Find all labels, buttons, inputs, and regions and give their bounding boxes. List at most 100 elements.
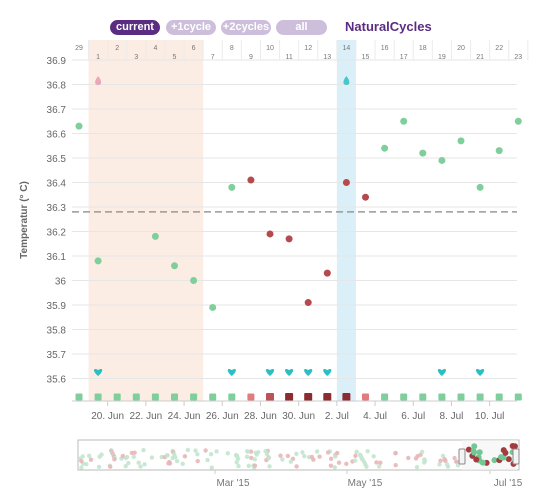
day-number-label: 15 — [362, 54, 370, 61]
day-marker — [285, 393, 294, 401]
heart-icon — [265, 368, 275, 376]
day-number-label: 22 — [495, 45, 503, 52]
navigator-point — [294, 451, 299, 457]
navigator-point — [141, 447, 146, 453]
day-number-label: 20 — [457, 45, 465, 52]
temperature-point — [171, 262, 178, 270]
navigator-point — [440, 453, 446, 459]
range-all-button[interactable]: all — [276, 20, 327, 35]
navigator-point — [414, 464, 420, 470]
navigator-point — [335, 450, 340, 456]
navigator-point — [225, 451, 231, 456]
day-number-label: 21 — [476, 54, 484, 61]
brand-title: NaturalCycles — [345, 19, 432, 34]
heart-icon — [323, 368, 332, 376]
day-number-label: 2 — [115, 45, 119, 52]
navigator-point — [280, 457, 285, 462]
y-tick-label: 36.4 — [47, 179, 67, 190]
navigator-point — [249, 455, 254, 461]
navigator-point — [344, 461, 349, 466]
navigator-active-point — [476, 449, 483, 456]
x-date-label: 10. Jul — [475, 411, 504, 422]
navigator-point — [246, 463, 251, 469]
navigator-point — [393, 462, 398, 468]
y-axis-label: Temperatur (° C) — [19, 181, 30, 259]
navigator-point — [378, 460, 383, 465]
range-1cycle-button[interactable]: +1cycle — [166, 20, 216, 35]
day-marker — [228, 393, 236, 401]
top-toolbar: current +1cycle +2cycles all NaturalCycl… — [0, 0, 540, 40]
y-tick-label: 36.3 — [47, 203, 67, 214]
temperature-point — [190, 277, 198, 284]
navigator-point — [180, 461, 185, 466]
day-marker — [400, 393, 408, 401]
y-tick-label: 35.6 — [47, 375, 67, 386]
navigator-point — [193, 448, 198, 453]
navigator-point — [248, 449, 254, 454]
heart-icon — [437, 368, 447, 376]
navigator-point — [294, 464, 299, 469]
navigator-point — [374, 460, 379, 465]
navigator-point — [195, 452, 200, 457]
navigator-point — [172, 452, 177, 457]
navigator-point — [360, 457, 365, 462]
navigator-point — [254, 452, 259, 457]
navigator-month-label: Mar '15 — [216, 478, 249, 489]
day-number-label: 18 — [419, 45, 427, 52]
navigator-point — [205, 457, 210, 463]
navigator-point — [452, 455, 457, 461]
navigator-point — [182, 454, 188, 459]
temperature-point — [419, 149, 427, 157]
navigator-point — [131, 454, 136, 459]
navigator-point — [454, 459, 459, 465]
range-2cycles-button[interactable]: +2cycles — [221, 20, 271, 35]
navigator-active-point — [473, 456, 480, 463]
navigator-active-point — [491, 457, 498, 464]
temperature-point — [457, 137, 465, 145]
day-marker — [266, 393, 274, 401]
navigator-point — [393, 451, 398, 456]
x-date-label: 2. Jul — [325, 411, 349, 422]
period-band — [88, 40, 204, 401]
temperature-point — [342, 179, 350, 186]
navigator-point — [264, 451, 270, 457]
navigator-point — [285, 453, 291, 459]
navigator-point — [419, 449, 425, 455]
navigator-point — [96, 464, 102, 470]
temperature-point — [362, 193, 369, 201]
y-tick-label: 35.7 — [47, 350, 67, 361]
navigator-point — [353, 453, 358, 458]
navigator-active-point — [505, 456, 512, 463]
navigator-point — [79, 465, 84, 470]
navigator-active-point — [500, 447, 507, 454]
navigator-point — [214, 449, 219, 454]
navigator-point — [236, 463, 241, 469]
x-date-label: 26. Jun — [206, 411, 239, 422]
x-date-label: 28. Jun — [244, 411, 277, 422]
heart-icon — [284, 368, 294, 376]
navigator-point — [209, 465, 214, 470]
heart-icon — [475, 368, 485, 376]
navigator-point — [136, 460, 141, 465]
navigator-point — [112, 457, 117, 462]
navigator-point — [185, 447, 191, 453]
navigator-point — [126, 460, 131, 466]
navigator-handle — [512, 448, 520, 465]
navigator-month-label: Jul '15 — [494, 478, 523, 489]
day-number-label: 10 — [266, 45, 274, 52]
navigator-point — [422, 460, 427, 465]
navigator-point — [252, 457, 258, 462]
y-tick-label: 36.8 — [47, 81, 67, 92]
navigator-point — [364, 464, 369, 469]
day-number-label: 7 — [211, 54, 215, 61]
navigator-point — [333, 454, 338, 459]
day-marker — [323, 393, 332, 401]
range-current-button[interactable]: current — [110, 20, 160, 35]
day-number-label: 17 — [400, 54, 408, 61]
x-date-label: 6. Jul — [401, 411, 425, 422]
day-number-label: 19 — [438, 54, 446, 61]
navigator-month-label: May '15 — [348, 478, 383, 489]
drop-icon — [343, 76, 350, 85]
temperature-point — [400, 117, 408, 125]
